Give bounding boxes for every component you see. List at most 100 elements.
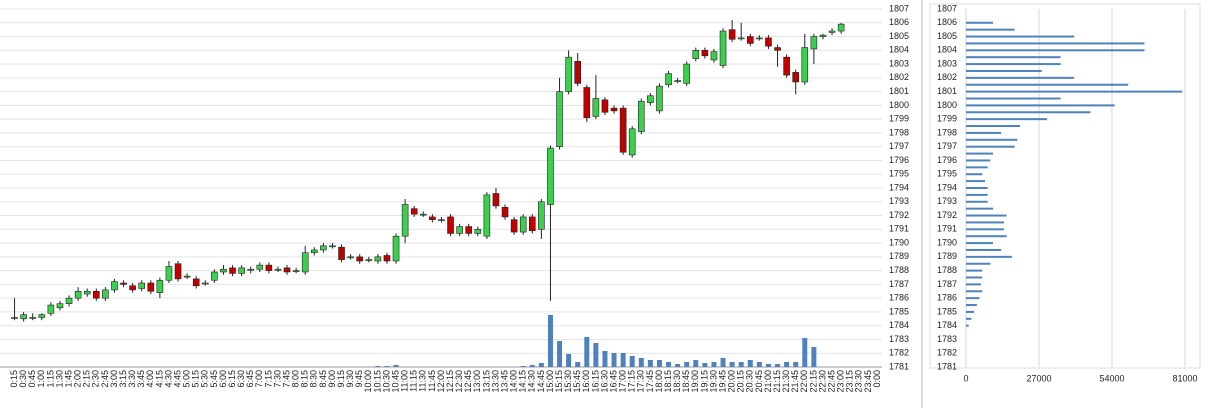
x-tick-label: 21:45 bbox=[790, 370, 800, 393]
x-tick-label: 8:15 bbox=[300, 370, 310, 388]
volume-bar bbox=[765, 364, 771, 367]
volume-bar bbox=[538, 363, 544, 367]
x-tick-label: 7:15 bbox=[263, 370, 273, 388]
y-tick-label: 1788 bbox=[889, 265, 909, 275]
x-tick-label: 27000 bbox=[1026, 373, 1051, 383]
candle-body bbox=[247, 268, 255, 271]
candle-body bbox=[438, 219, 445, 221]
y-tick-label: 1787 bbox=[937, 279, 957, 289]
x-tick-label: 22:30 bbox=[817, 370, 827, 393]
candle-body bbox=[347, 256, 354, 259]
x-tick-label: 6:00 bbox=[218, 370, 228, 388]
candle-body bbox=[447, 216, 454, 234]
y-tick-label: 1807 bbox=[937, 3, 957, 13]
x-tick-label: 14:45 bbox=[536, 370, 546, 393]
volume-bar bbox=[584, 337, 590, 367]
x-tick-label: 13:45 bbox=[499, 370, 509, 393]
y-tick-label: 1783 bbox=[889, 334, 909, 344]
x-tick-label: 11:30 bbox=[418, 370, 428, 392]
x-tick-label: 22:00 bbox=[799, 370, 809, 393]
y-tick-label: 1786 bbox=[937, 293, 957, 303]
candle-body bbox=[719, 30, 727, 66]
candle-body bbox=[129, 285, 136, 291]
x-tick-label: 13:15 bbox=[481, 370, 491, 393]
profile-bar bbox=[966, 262, 991, 265]
y-tick-label: 1801 bbox=[889, 86, 909, 96]
candle-body bbox=[211, 271, 218, 281]
y-tick-label: 1791 bbox=[889, 224, 909, 234]
profile-bar bbox=[966, 276, 983, 279]
candle-body bbox=[265, 264, 273, 271]
profile-frame bbox=[929, 3, 1201, 369]
candle-body bbox=[547, 147, 554, 205]
volume-bar bbox=[738, 362, 744, 367]
volume-bar bbox=[393, 365, 399, 367]
y-tick-label: 1791 bbox=[937, 224, 957, 234]
x-tick-label: 9:45 bbox=[354, 370, 364, 388]
x-tick-label: 0:00 bbox=[872, 370, 882, 388]
x-tick-label: 9:30 bbox=[345, 370, 355, 388]
profile-bar bbox=[966, 145, 1015, 148]
candle-body bbox=[574, 61, 582, 84]
candle-body bbox=[565, 56, 572, 92]
candle-body bbox=[628, 128, 636, 156]
candle-body bbox=[819, 34, 827, 37]
x-tick-label: 19:30 bbox=[708, 370, 718, 393]
candle-body bbox=[147, 282, 155, 292]
y-tick-label: 1794 bbox=[889, 182, 909, 192]
x-tick-label: 23:00 bbox=[836, 370, 846, 393]
y-tick-label: 1803 bbox=[937, 58, 957, 68]
x-tick-label: 19:15 bbox=[699, 370, 709, 393]
x-tick-label: 6:45 bbox=[245, 370, 255, 388]
profile-bar bbox=[966, 214, 1007, 217]
profile-bar bbox=[966, 242, 994, 245]
candle-body bbox=[429, 216, 436, 220]
x-tick-label: 12:00 bbox=[436, 370, 446, 393]
candle-body bbox=[492, 193, 500, 207]
y-tick-label: 1792 bbox=[937, 210, 957, 220]
candle-body bbox=[183, 275, 191, 278]
candle-body bbox=[656, 85, 663, 112]
x-tick-label: 23:45 bbox=[863, 370, 873, 393]
candle-body bbox=[92, 290, 100, 299]
profile-bar bbox=[966, 42, 1145, 45]
x-tick-label: 11:15 bbox=[409, 370, 419, 392]
y-tick-label: 1785 bbox=[889, 306, 909, 316]
x-tick-label: 7:30 bbox=[272, 370, 282, 388]
x-tick-label: 11:00 bbox=[400, 370, 410, 392]
x-tick-label: 22:15 bbox=[808, 370, 818, 393]
x-tick-label: 6:30 bbox=[236, 370, 246, 388]
candle-body bbox=[301, 252, 309, 273]
volume-bar bbox=[638, 358, 644, 367]
y-tick-label: 1800 bbox=[937, 100, 957, 110]
y-tick-label: 1784 bbox=[937, 320, 957, 330]
candle-body bbox=[165, 266, 173, 281]
volume-bar bbox=[784, 362, 790, 367]
candle-body bbox=[756, 37, 763, 40]
x-tick-label: 3:30 bbox=[127, 370, 137, 388]
x-tick-label: 18:30 bbox=[672, 370, 682, 393]
y-tick-label: 1795 bbox=[937, 169, 957, 179]
x-tick-label: 10:45 bbox=[390, 370, 400, 393]
profile-bar bbox=[966, 228, 1004, 231]
profile-bar bbox=[966, 180, 985, 183]
candle-body bbox=[111, 281, 118, 291]
candle-body bbox=[456, 226, 463, 234]
candle-body bbox=[274, 268, 282, 271]
x-tick-label: 0 bbox=[963, 373, 968, 383]
candle-body bbox=[783, 56, 790, 76]
x-tick-label: 5:15 bbox=[191, 370, 201, 388]
candle-body bbox=[56, 303, 64, 309]
candle-body bbox=[765, 37, 772, 47]
candle-body bbox=[692, 50, 700, 59]
profile-bar bbox=[966, 317, 972, 320]
profile-bar bbox=[966, 131, 1002, 134]
candle-body bbox=[665, 73, 672, 86]
y-tick-label: 1802 bbox=[889, 72, 909, 82]
candle-body bbox=[801, 47, 809, 83]
x-tick-label: 1:45 bbox=[63, 370, 73, 388]
x-tick-label: 10:30 bbox=[381, 370, 391, 393]
y-tick-label: 1802 bbox=[937, 72, 957, 82]
